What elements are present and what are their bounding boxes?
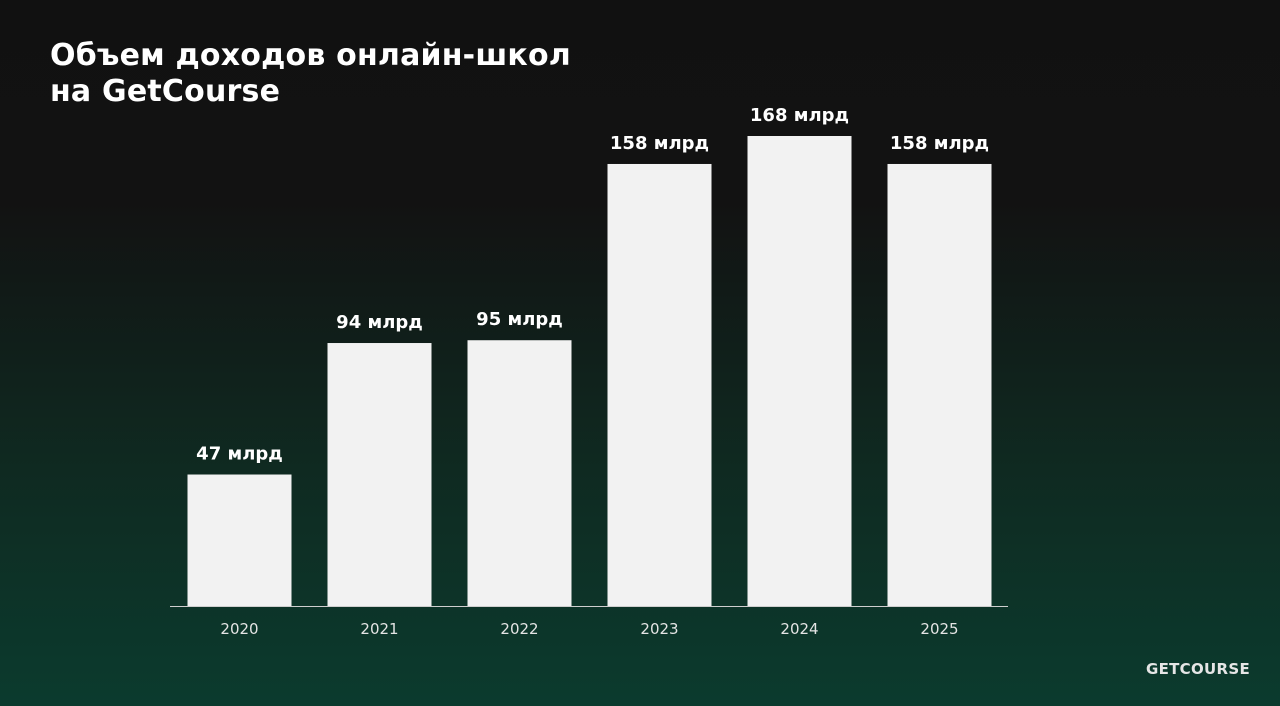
- chart-title: Объем доходов онлайн-школ на GetCourse: [50, 38, 571, 110]
- x-tick-label-2021: 2021: [360, 620, 398, 638]
- value-label-2025: 158 млрд: [890, 133, 989, 154]
- bars-group: [187, 136, 992, 606]
- value-label-2024: 168 млрд: [750, 105, 849, 126]
- value-label-2022: 95 млрд: [476, 309, 563, 330]
- bar-2021: [327, 343, 432, 606]
- x-tick-label-2020: 2020: [220, 620, 258, 638]
- value-label-2020: 47 млрд: [196, 444, 283, 465]
- chart-title-line-2: на GetCourse: [50, 74, 281, 109]
- bar-2025: [887, 163, 992, 606]
- x-tick-labels-group: 2020 2021 2022 2023 2024 2025: [220, 620, 958, 638]
- brand-logo: GETCOURSE: [1145, 660, 1250, 678]
- value-label-2023: 158 млрд: [610, 133, 709, 154]
- x-tick-label-2023: 2023: [640, 620, 678, 638]
- value-label-2021: 94 млрд: [336, 312, 423, 333]
- bar-2022: [467, 340, 572, 606]
- bar-2024: [747, 136, 852, 606]
- value-labels-group: 47 млрд 94 млрд 95 млрд 158 млрд 168 млрд 158…: [196, 105, 989, 465]
- x-tick-label-2025: 2025: [920, 620, 958, 638]
- x-tick-label-2024: 2024: [780, 620, 818, 638]
- bar-2023: [607, 163, 712, 606]
- chart-title-line-1: Объем доходов онлайн-школ: [50, 38, 571, 73]
- bar-2020: [187, 474, 292, 606]
- x-tick-label-2022: 2022: [500, 620, 538, 638]
